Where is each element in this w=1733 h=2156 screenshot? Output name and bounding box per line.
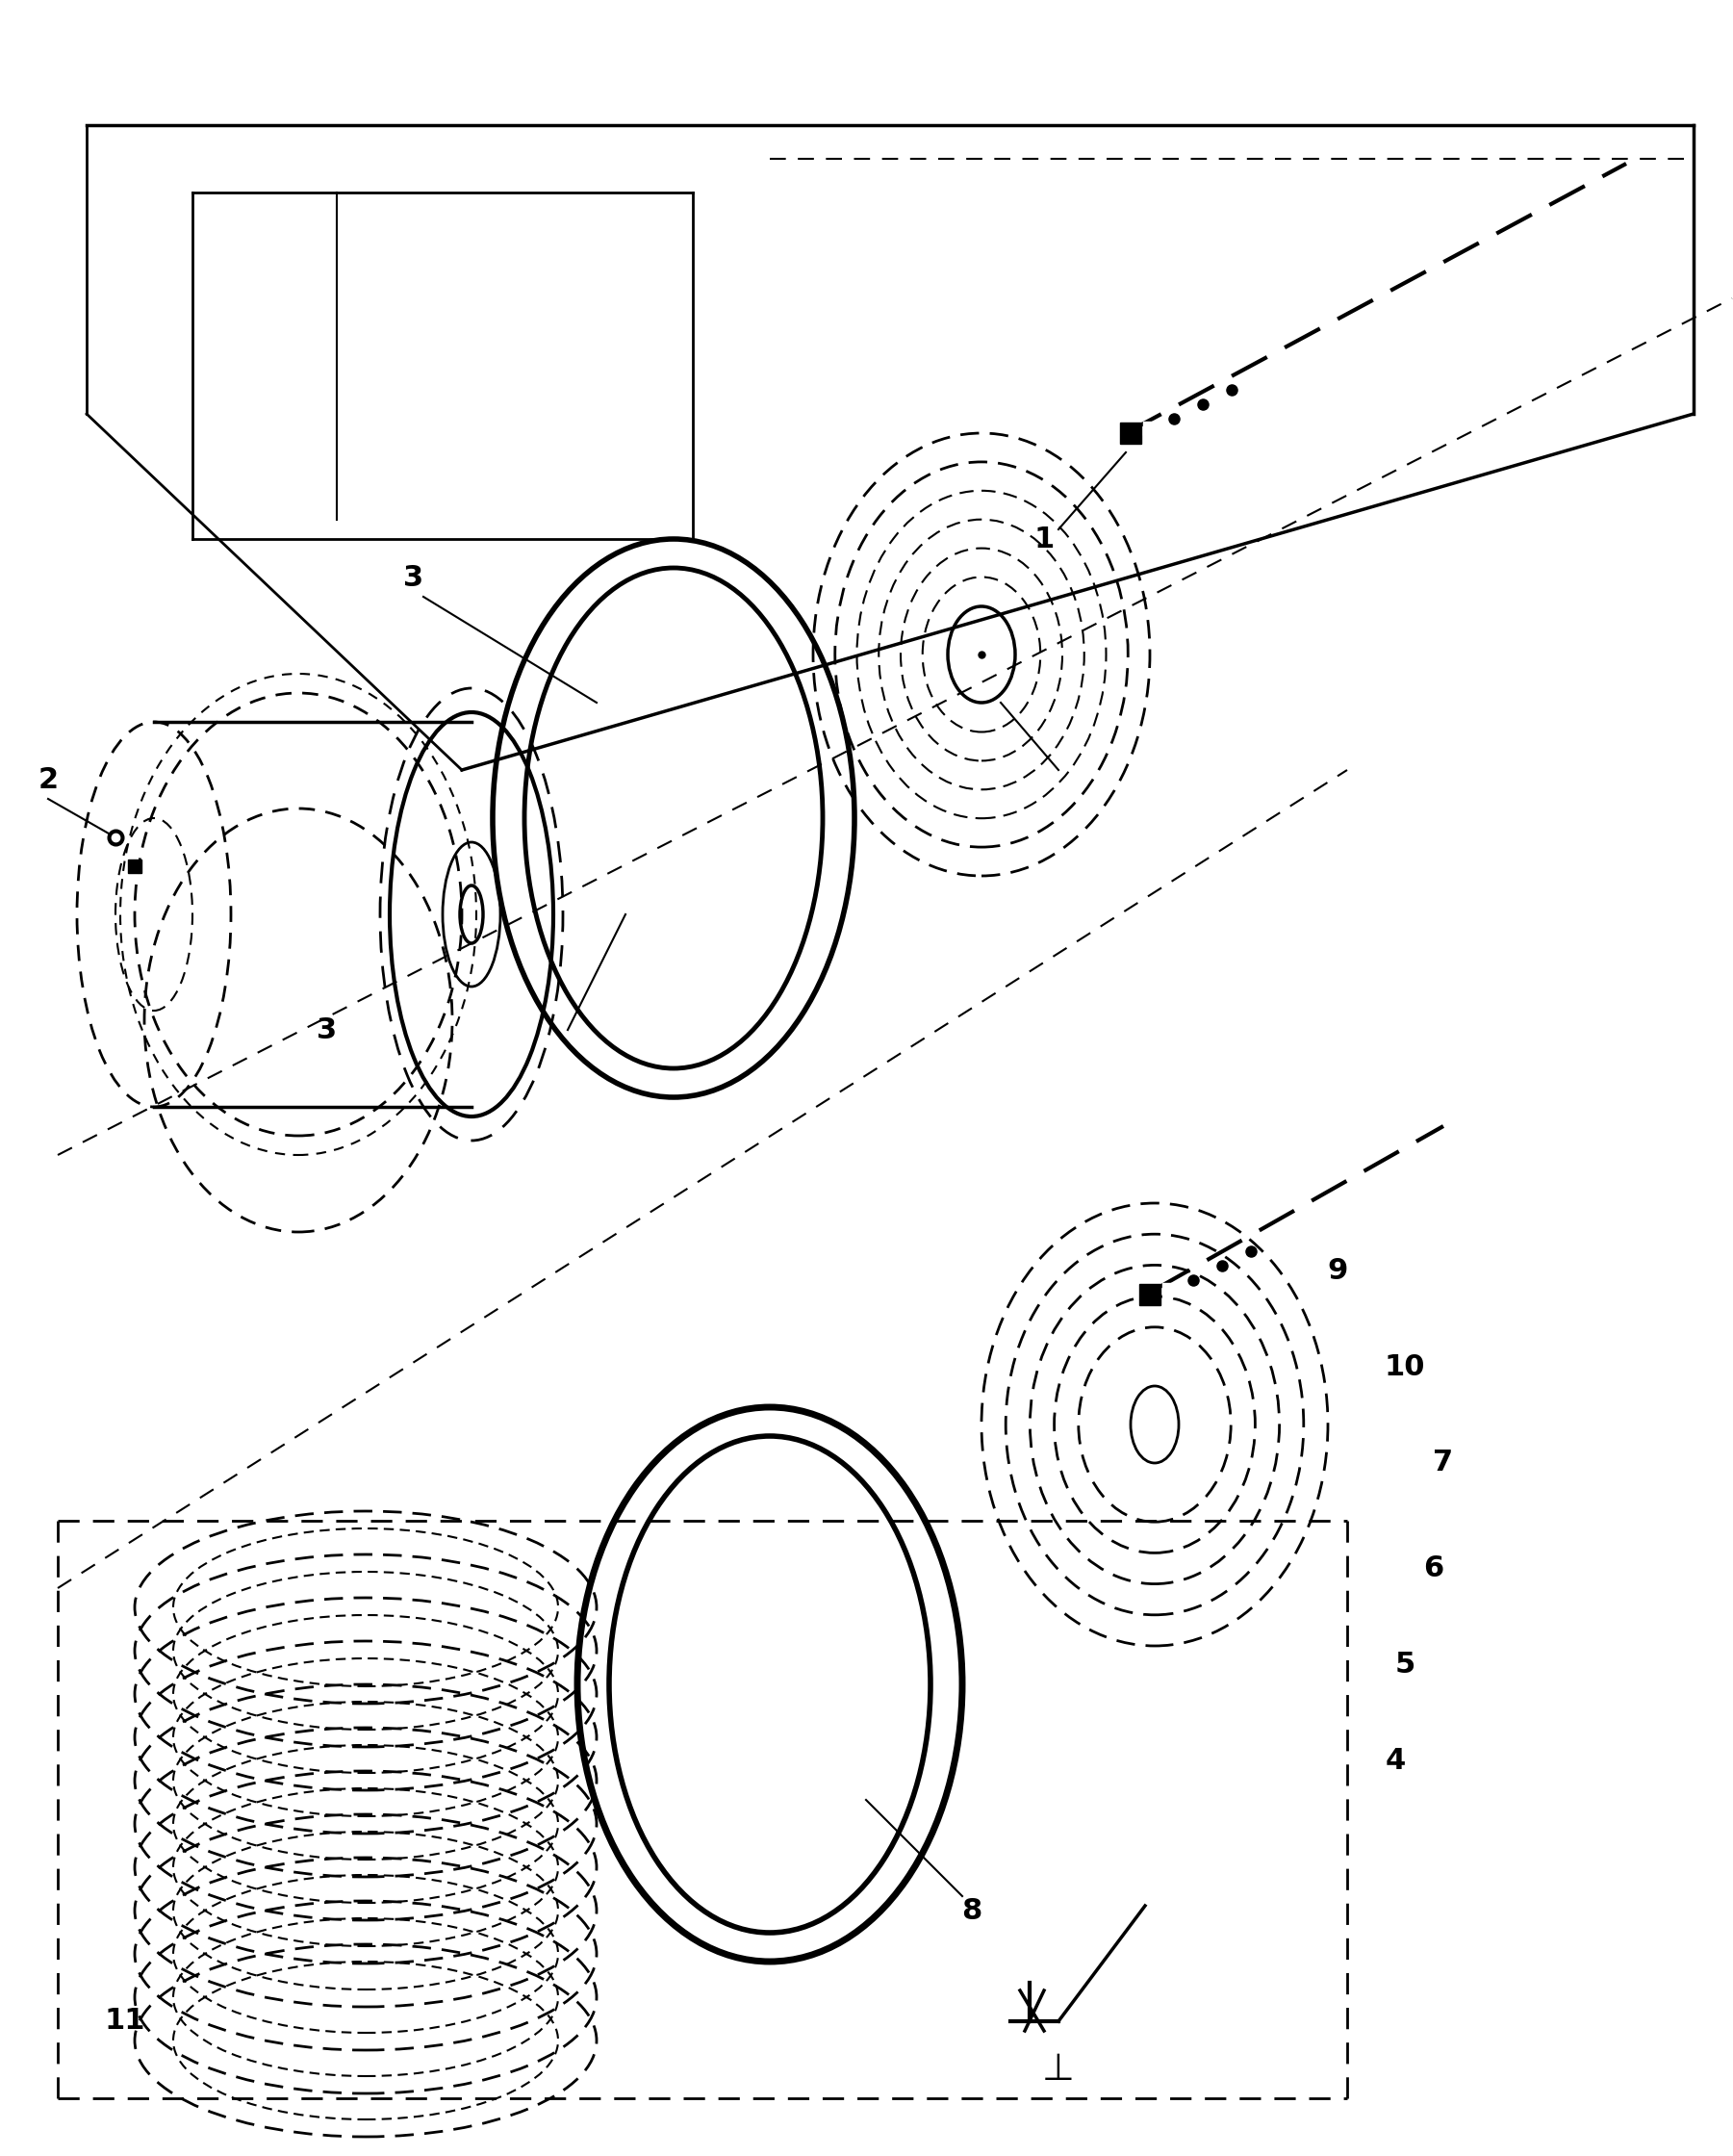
Text: 3: 3 (404, 563, 425, 591)
Text: 2: 2 (38, 765, 59, 793)
Text: 6: 6 (1423, 1554, 1444, 1583)
Text: 8: 8 (962, 1897, 983, 1925)
Text: 3: 3 (317, 1015, 338, 1044)
Text: 1: 1 (1035, 526, 1054, 552)
Text: 9: 9 (1327, 1257, 1348, 1285)
Text: 11: 11 (104, 2007, 146, 2035)
Text: 5: 5 (1395, 1651, 1416, 1680)
Text: 7: 7 (1433, 1449, 1454, 1477)
Text: ⊥: ⊥ (1042, 2050, 1074, 2087)
Text: 4: 4 (1385, 1746, 1405, 1774)
Text: 10: 10 (1385, 1352, 1425, 1380)
